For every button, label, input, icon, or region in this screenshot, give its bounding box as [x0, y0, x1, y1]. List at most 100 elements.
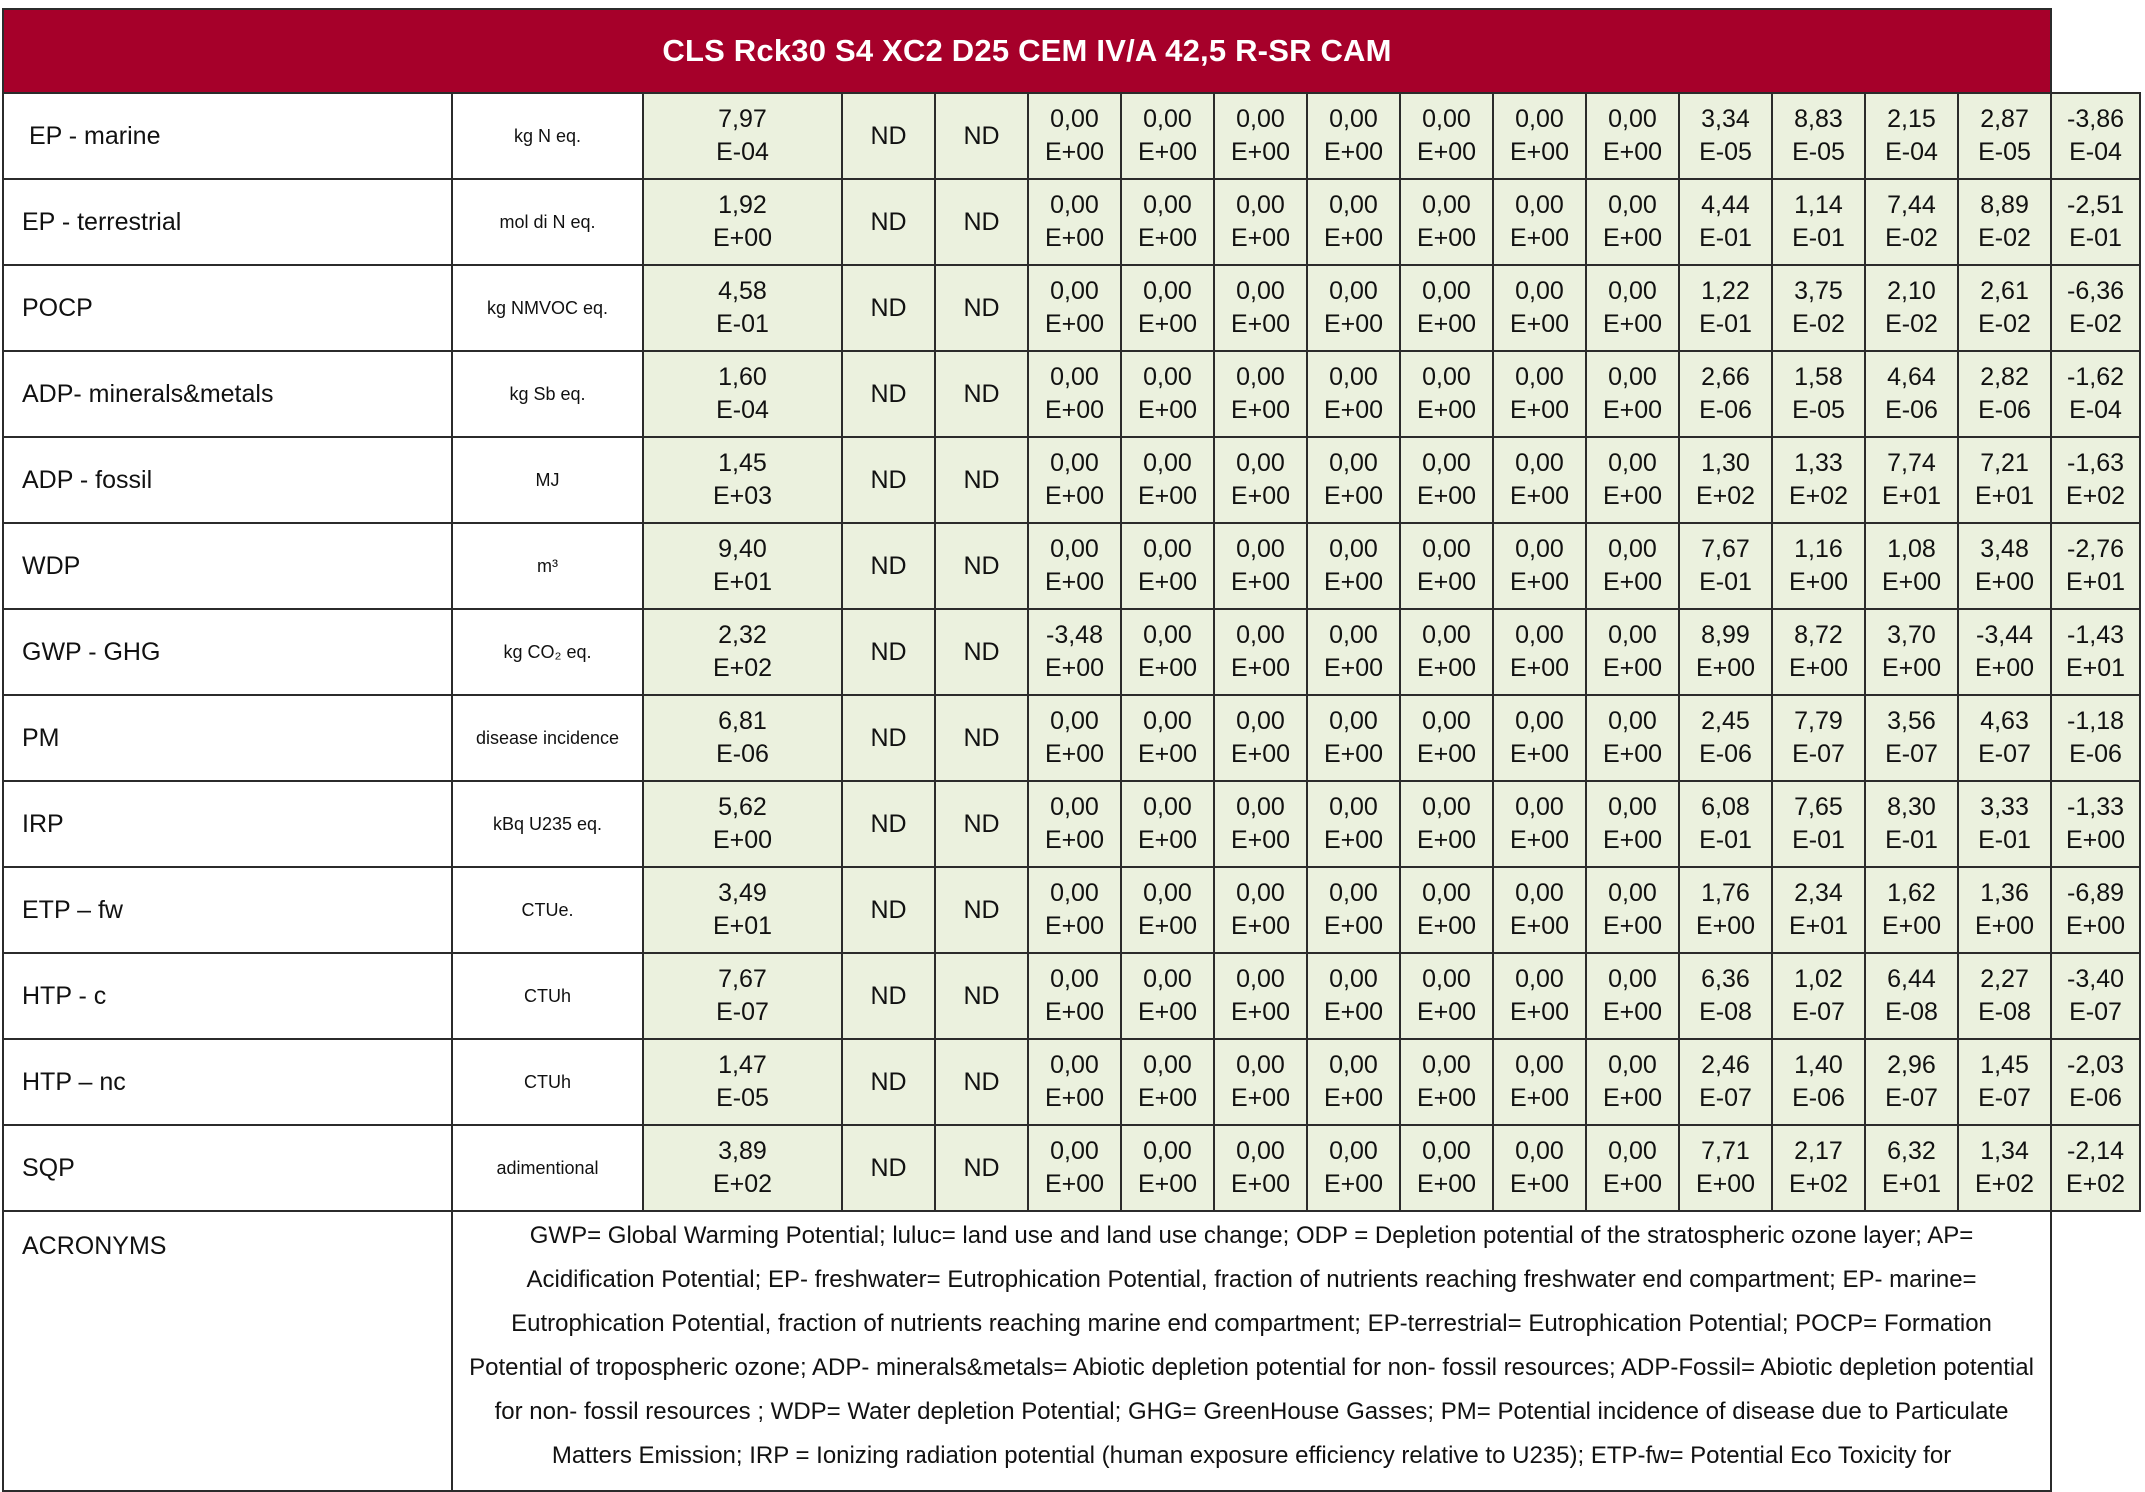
- value-cell: 0,00 E+00: [1492, 1038, 1587, 1126]
- value-exponent: E+00: [1230, 740, 1291, 768]
- value-mantissa: 0,00: [1515, 707, 1564, 735]
- value-mantissa: 0,00: [1329, 535, 1378, 563]
- value-mantissa: 8,72: [1794, 621, 1843, 649]
- value-exponent: E+00: [1230, 1170, 1291, 1198]
- value-exponent: E+00: [1044, 826, 1105, 854]
- value-exponent: E-01: [1699, 310, 1752, 338]
- value-exponent: E-07: [1792, 740, 1845, 768]
- value-cell-first: 3,49 E+01: [642, 866, 843, 954]
- value-exponent: E-04: [1885, 138, 1938, 166]
- value-exponent: E+00: [1323, 138, 1384, 166]
- value-exponent: E-01: [1792, 224, 1845, 252]
- value-cell: 0,00 E+00: [1492, 952, 1587, 1040]
- value-mantissa: 0,00: [1329, 1051, 1378, 1079]
- value-exponent: E+00: [1509, 998, 1570, 1026]
- value-mantissa: 0,00: [1515, 535, 1564, 563]
- value-cell: 1,16 E+00: [1771, 522, 1866, 610]
- value-exponent: E+00: [1137, 998, 1198, 1026]
- value-mantissa: 0,00: [1515, 105, 1564, 133]
- value-exponent: E+00: [1137, 310, 1198, 338]
- value-mantissa: 2,61: [1980, 277, 2029, 305]
- value-cell: 0,00 E+00: [1027, 1038, 1122, 1126]
- value-exponent: E+00: [1323, 1170, 1384, 1198]
- value-cell: 0,00 E+00: [1027, 264, 1122, 352]
- value-mantissa: -1,33: [2067, 793, 2125, 821]
- value-mantissa: 7,71: [1701, 1137, 1750, 1165]
- value-cell: 7,67 E-01: [1678, 522, 1773, 610]
- value-mantissa: 0,00: [1329, 965, 1378, 993]
- value-cell: 0,00 E+00: [1399, 608, 1494, 696]
- value-cell: 8,83 E-05: [1771, 92, 1866, 180]
- value-mantissa: 3,34: [1701, 105, 1750, 133]
- unit-label: kBq U235 eq.: [451, 780, 644, 868]
- value-mantissa: 2,17: [1794, 1137, 1843, 1165]
- value-mantissa: 1,45: [1980, 1051, 2029, 1079]
- value-mantissa: 0,00: [1143, 1051, 1192, 1079]
- value-exponent: E+02: [2065, 1170, 2126, 1198]
- value-exponent: E+02: [2065, 482, 2126, 510]
- table-row: HTP – nc CTUh 1,47 E-05 ND ND 0,00 E+00 0,00 E+00…: [2, 1038, 2141, 1126]
- table-row: POCP kg NMVOC eq. 4,58 E-01 ND ND 0,00 E+00 0,00…: [2, 264, 2141, 352]
- value-cell: -6,36 E-02: [2050, 264, 2141, 352]
- value-mantissa: 0,00: [1422, 191, 1471, 219]
- value-mantissa: 0,00: [1608, 965, 1657, 993]
- value-exponent: E+00: [1230, 912, 1291, 940]
- value-cell: 1,62 E+00: [1864, 866, 1959, 954]
- value-mantissa: 0,00: [1329, 105, 1378, 133]
- value-cell: 2,27 E-08: [1956, 952, 2053, 1040]
- value-mantissa: 0,00: [1608, 879, 1657, 907]
- value-cell: 0,00 E+00: [1585, 350, 1680, 438]
- value-mantissa: 0,00: [1422, 535, 1471, 563]
- value-mantissa: 2,82: [1980, 363, 2029, 391]
- value-mantissa: 3,48: [1980, 535, 2029, 563]
- value-mantissa: 8,83: [1794, 105, 1843, 133]
- value-exponent: E+00: [1323, 568, 1384, 596]
- value-exponent: E+00: [1509, 568, 1570, 596]
- value-cell: 2,87 E-05: [1956, 92, 2053, 180]
- table-row: ADP- minerals&metals kg Sb eq. 1,60 E-04 ND N…: [2, 350, 2141, 438]
- value-cell: 0,00 E+00: [1027, 92, 1122, 180]
- value-cell: 0,00 E+00: [1585, 436, 1680, 524]
- value-exponent: E+00: [1323, 224, 1384, 252]
- value-exponent: E-04: [716, 396, 769, 424]
- value-cell: 0,00 E+00: [1585, 92, 1680, 180]
- value-mantissa: 0,00: [1608, 535, 1657, 563]
- value-exponent: E+00: [712, 224, 773, 252]
- value-cell: 0,00 E+00: [1306, 1038, 1401, 1126]
- value-cell: -1,18 E-06: [2050, 694, 2141, 782]
- value-exponent: E+00: [1509, 224, 1570, 252]
- value-exponent: E-02: [1978, 310, 2031, 338]
- value-mantissa: 0,00: [1608, 363, 1657, 391]
- value-mantissa: 0,00: [1422, 363, 1471, 391]
- value-cell: 4,63 E-07: [1956, 694, 2053, 782]
- value-exponent: E+00: [1509, 482, 1570, 510]
- value-mantissa: 1,34: [1980, 1137, 2029, 1165]
- value-cell: 1,22 E-01: [1678, 264, 1773, 352]
- value-cell: 1,30 E+02: [1678, 436, 1773, 524]
- value-cell: -1,33 E+00: [2050, 780, 2141, 868]
- value-mantissa: 0,00: [1050, 1051, 1099, 1079]
- value-exponent: E+00: [1416, 568, 1477, 596]
- value-cell-first: 3,89 E+02: [642, 1124, 843, 1212]
- value-exponent: E+01: [1974, 482, 2035, 510]
- value-exponent: E+00: [1230, 998, 1291, 1026]
- value-exponent: E+00: [1602, 568, 1663, 596]
- unit-label: m³: [451, 522, 644, 610]
- value-mantissa: 0,00: [1050, 363, 1099, 391]
- not-declared-cell: ND: [841, 92, 936, 180]
- value-mantissa: 2,46: [1701, 1051, 1750, 1079]
- value-cell: 2,17 E+02: [1771, 1124, 1866, 1212]
- value-cell: 0,00 E+00: [1492, 350, 1587, 438]
- indicator-label: IRP: [2, 780, 453, 868]
- value-mantissa: 0,00: [1236, 793, 1285, 821]
- value-cell: 2,46 E-07: [1678, 1038, 1773, 1126]
- value-mantissa: 0,00: [1422, 277, 1471, 305]
- value-mantissa: 1,16: [1794, 535, 1843, 563]
- value-mantissa: -2,14: [2067, 1137, 2125, 1165]
- value-mantissa: 0,00: [1515, 879, 1564, 907]
- value-cell: 4,64 E-06: [1864, 350, 1959, 438]
- indicator-label: WDP: [2, 522, 453, 610]
- value-mantissa: 7,65: [1794, 793, 1843, 821]
- value-exponent: E+00: [1230, 654, 1291, 682]
- value-exponent: E+00: [1602, 912, 1663, 940]
